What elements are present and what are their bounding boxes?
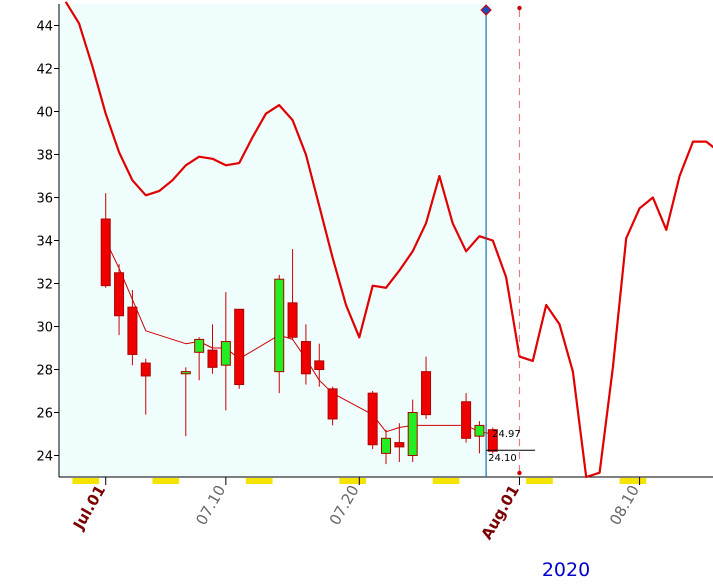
history-shaded-area — [59, 4, 487, 477]
candle — [274, 274, 285, 394]
candle — [127, 289, 138, 366]
weekend-marker — [432, 478, 460, 484]
cursor-diamond-icon — [480, 4, 492, 16]
candle-body — [421, 371, 432, 416]
candle-body — [487, 429, 498, 452]
candle — [194, 337, 205, 381]
weekend-marker — [72, 478, 100, 484]
candle-body — [407, 412, 418, 456]
y-tick-label: 38 — [36, 149, 53, 164]
candle — [114, 264, 125, 336]
cursor-layer — [480, 4, 522, 477]
candle-body — [461, 401, 472, 439]
price-label-close: 24.10 — [488, 453, 517, 464]
weekend-marker — [619, 478, 647, 484]
candle — [207, 324, 218, 374]
candle-body — [394, 442, 405, 448]
y-tick-label: 26 — [36, 407, 53, 422]
candle — [487, 427, 498, 454]
x-tick-label: 07.20 — [326, 482, 363, 528]
future-marker-top-dot — [517, 5, 522, 11]
candles-layer — [100, 193, 498, 465]
candle-body — [287, 302, 298, 338]
x-tick-label: 07.10 — [192, 482, 229, 528]
weekend-marker — [152, 478, 180, 484]
weekend-marker — [339, 478, 366, 484]
y-tick-label: 36 — [36, 192, 53, 207]
x-tick-label: 08.10 — [606, 482, 643, 528]
candle — [381, 429, 391, 465]
candle — [234, 308, 245, 389]
y-tick-label: 34 — [36, 235, 53, 250]
candle-body — [327, 388, 338, 420]
candle-body — [114, 272, 125, 317]
y-tick-label: 32 — [36, 278, 53, 293]
candle — [314, 343, 325, 387]
candle-body — [474, 424, 485, 437]
candle-body — [194, 338, 205, 353]
label-layer: 24.97 24.10 — [486, 429, 536, 464]
candle — [367, 391, 378, 450]
candle-body — [140, 362, 151, 377]
candle — [461, 393, 472, 443]
weekend-marker — [245, 478, 273, 484]
candle — [100, 193, 111, 288]
year-label: 2020 — [542, 559, 590, 581]
candle-body — [367, 392, 378, 446]
future-marker-bottom-dot — [517, 470, 522, 476]
candle-body — [234, 308, 245, 386]
candle-body — [220, 341, 231, 366]
candle — [474, 421, 485, 454]
candle-body — [127, 306, 138, 355]
y-tick-label: 28 — [36, 364, 53, 379]
y-tick-label: 42 — [36, 63, 53, 78]
x-tick-label: Jul.01 — [69, 482, 109, 533]
candle-body — [207, 349, 218, 368]
y-tick-label: 44 — [36, 20, 53, 35]
weekend-marker — [526, 478, 553, 484]
price-label-high: 24.97 — [492, 429, 521, 440]
candle — [327, 386, 338, 426]
candle — [421, 356, 432, 419]
candle-body — [381, 437, 391, 454]
candle — [140, 358, 151, 415]
candle — [287, 249, 298, 340]
candle — [407, 399, 418, 462]
candle-body — [100, 218, 111, 287]
forecast-line — [64, 1, 713, 479]
y-tick-label: 24 — [36, 450, 53, 465]
candle-body — [180, 371, 191, 375]
x-tick-label: Aug.01 — [478, 482, 523, 543]
candle — [220, 292, 231, 411]
candle-body — [300, 341, 311, 375]
candle-body — [274, 278, 285, 373]
candle-body — [314, 360, 325, 370]
candle — [300, 324, 311, 385]
y-tick-label: 30 — [36, 321, 53, 336]
candle — [180, 367, 191, 437]
candle — [394, 423, 405, 462]
y-tick-label: 40 — [36, 106, 53, 121]
